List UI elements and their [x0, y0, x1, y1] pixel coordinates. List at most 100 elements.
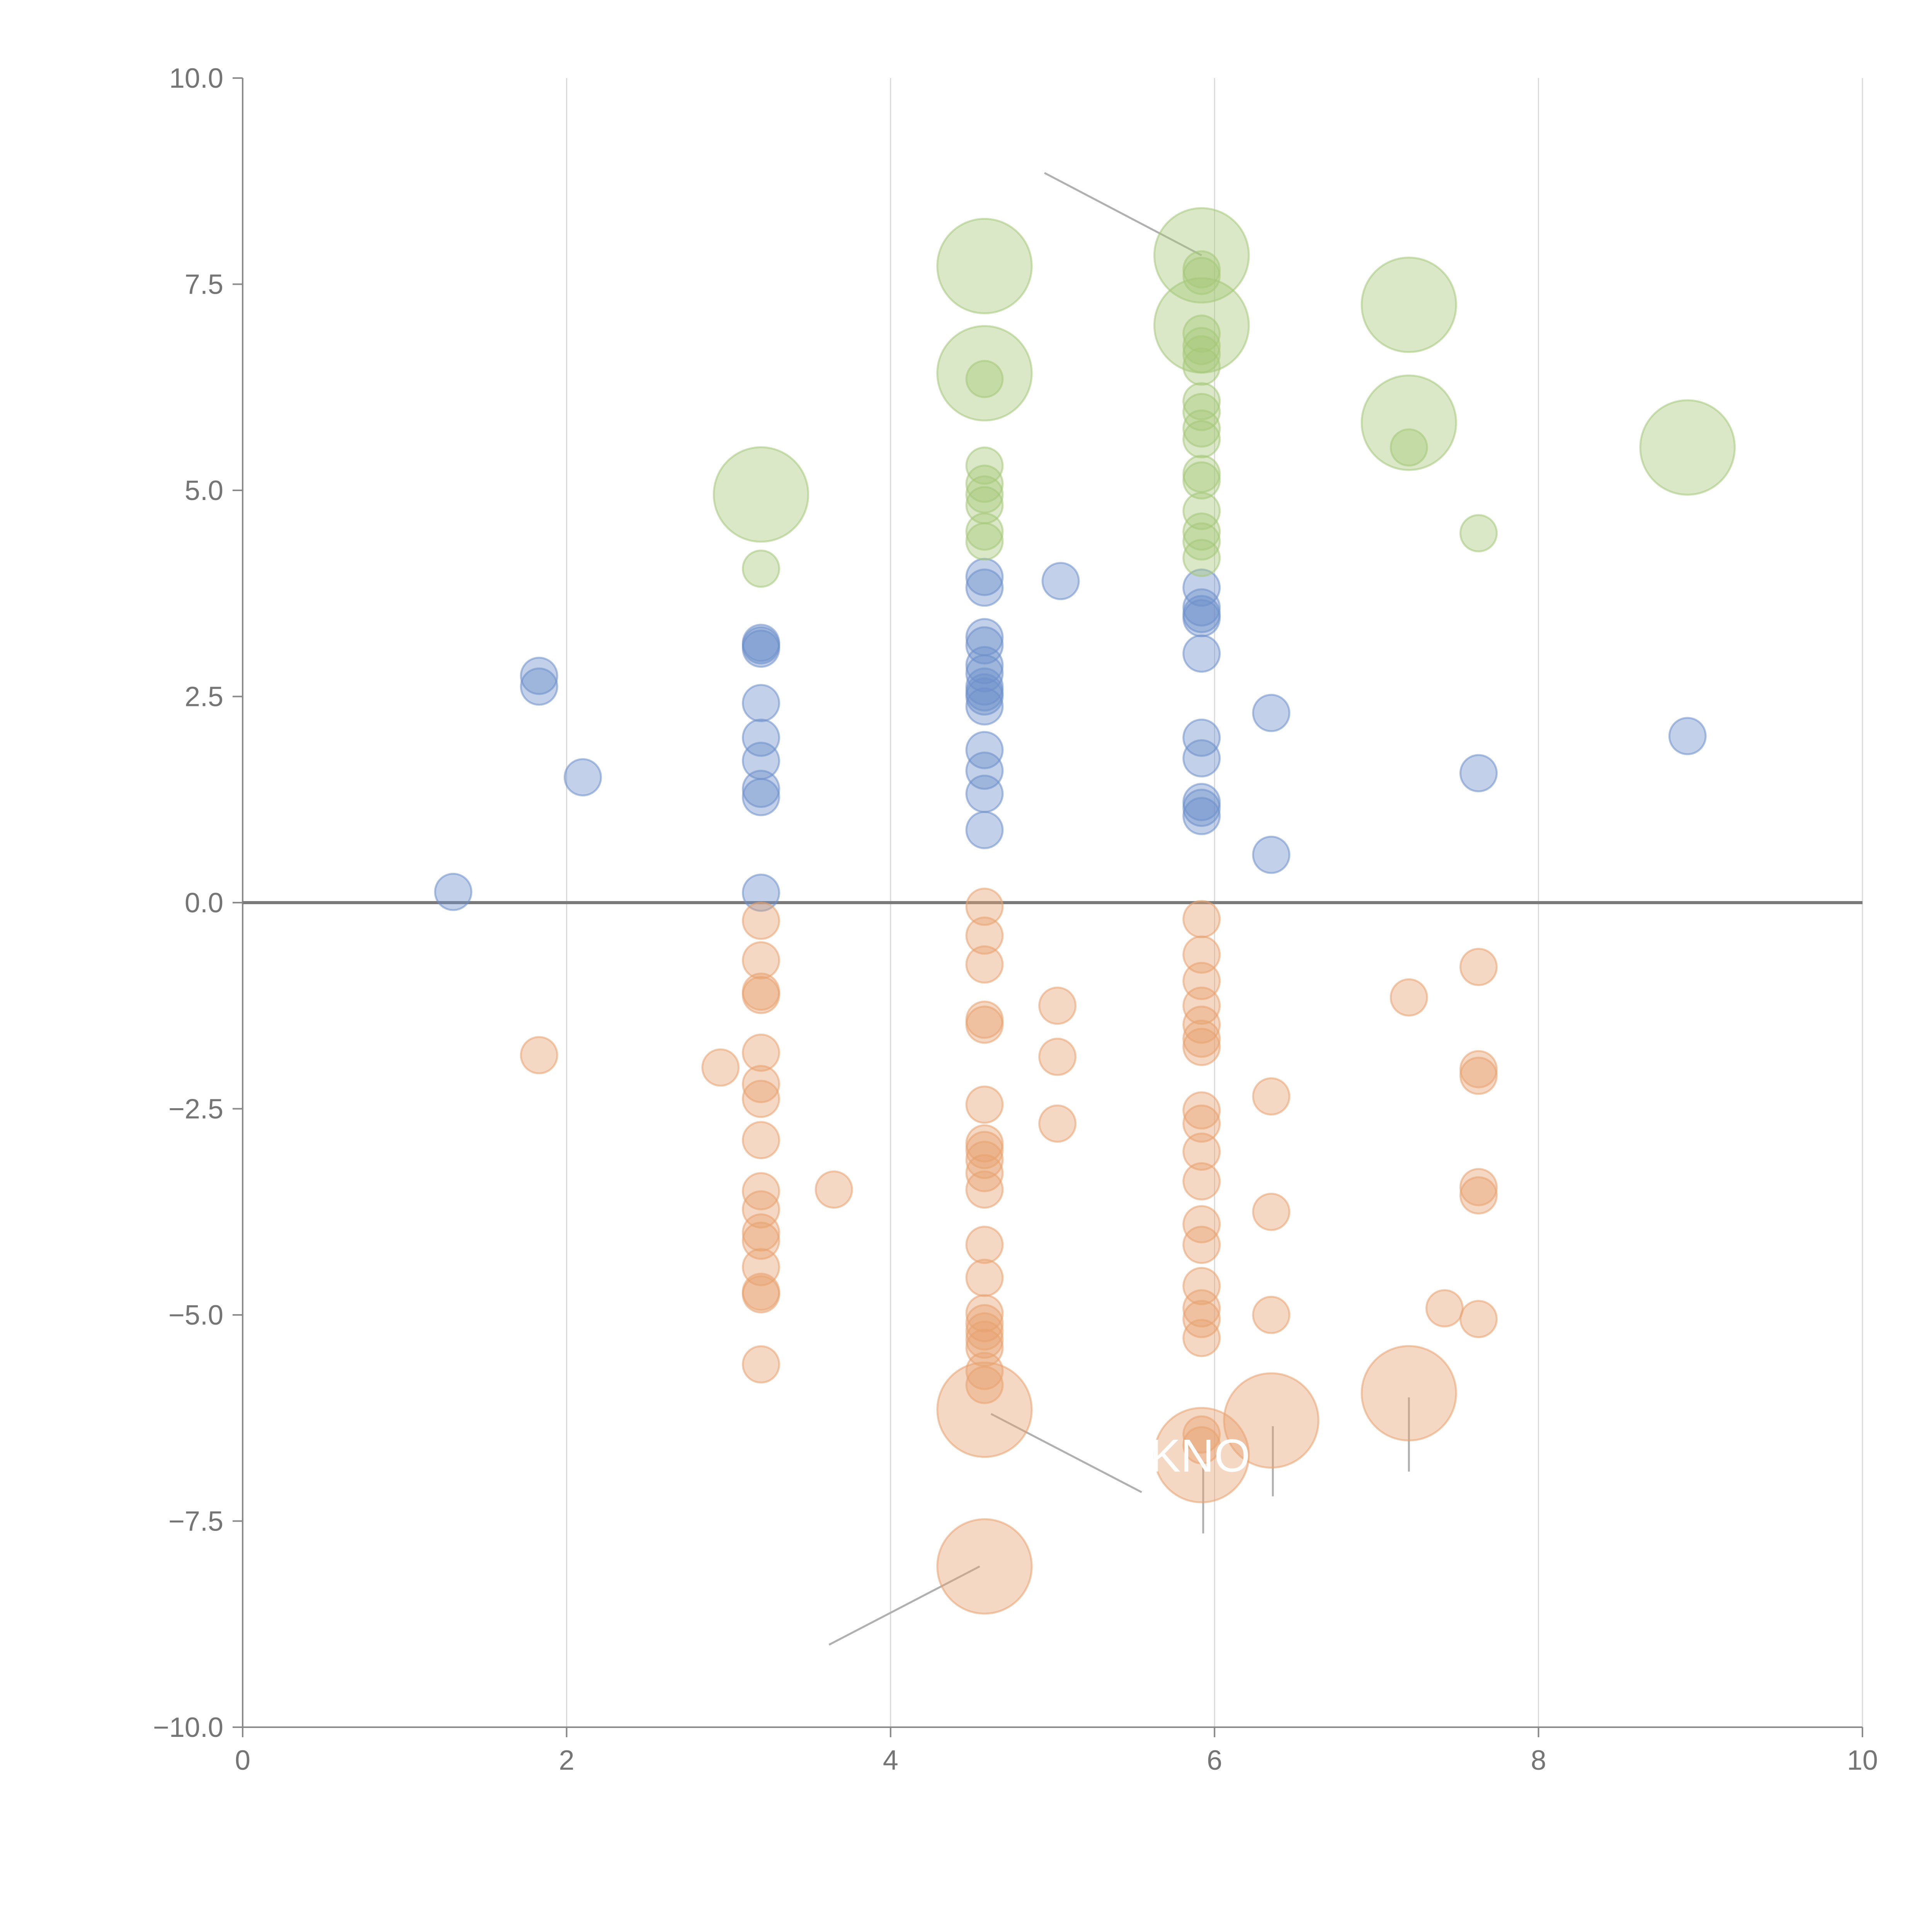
data-point-negative: [1459, 1168, 1498, 1206]
annotation-leader-line: [990, 1413, 1142, 1493]
data-point-negative: [965, 1131, 1004, 1169]
data-point-negative: [520, 1036, 558, 1075]
data-point-positive: [1252, 694, 1291, 732]
data-point-negative: [965, 1312, 1004, 1351]
data-point-highlight: [1361, 374, 1457, 471]
data-point-negative: [965, 1154, 1004, 1192]
data-point-highlight: [713, 446, 810, 543]
data-point-negative: [1182, 1426, 1221, 1464]
data-point-positive: [965, 568, 1004, 607]
data-point-positive: [1182, 634, 1221, 673]
data-point-highlight: [1153, 207, 1250, 304]
x-tick-label: 8: [1531, 1745, 1546, 1776]
data-point-highlight: [1182, 327, 1221, 366]
data-point-negative: [965, 1085, 1004, 1124]
data-point-positive: [1182, 739, 1221, 778]
data-point-positive: [1182, 718, 1221, 757]
x-tick-label: 0: [235, 1745, 250, 1776]
data-point-negative: [1182, 1205, 1221, 1243]
data-point-negative: [742, 1065, 780, 1103]
x-tick-label: 10: [1847, 1745, 1878, 1776]
data-point-positive: [965, 811, 1004, 849]
data-point-negative: [965, 888, 1004, 926]
data-point-negative: [742, 1121, 780, 1160]
y-tick-label: −7.5: [168, 1506, 223, 1537]
data-point-positive: [742, 873, 780, 912]
annotation-leader-line: [1044, 172, 1202, 257]
data-point-negative: [1182, 935, 1221, 974]
data-point-highlight: [742, 549, 780, 588]
data-point-negative: [742, 1033, 780, 1072]
data-point-negative: [701, 1048, 740, 1087]
axis-layer: −10.0 −7.5 −5.0 −2.5 0.0 2.5 5.0 7.5 10.0 0 2 4 6 8 10: [153, 63, 1878, 1776]
data-point-negative: [1182, 1019, 1221, 1058]
data-point-negative: [1389, 978, 1428, 1017]
annotation-leader-line: [828, 1565, 980, 1646]
data-point-negative: [1361, 1345, 1457, 1442]
data-point-negative: [1182, 1267, 1221, 1305]
data-point-negative: [1182, 1005, 1221, 1044]
data-point-negative: [1182, 1319, 1221, 1357]
data-point-positive: [1459, 754, 1498, 793]
data-point-highlight: [1182, 382, 1221, 421]
data-point-negative: [1252, 1296, 1291, 1334]
data-point-highlight: [1639, 399, 1736, 496]
y-tick-label: 2.5: [185, 682, 223, 713]
data-point-negative: [1252, 1077, 1291, 1116]
data-point-positive: [965, 774, 1004, 813]
data-point-negative: [1252, 1192, 1291, 1231]
data-point-positive: [563, 758, 602, 797]
data-point-positive: [1182, 797, 1221, 835]
data-point-negative: [1182, 1289, 1221, 1328]
data-point-negative: [1223, 1372, 1320, 1469]
data-point-positive: [1252, 835, 1291, 874]
data-point-positive: [742, 778, 780, 816]
data-point-positive: [742, 684, 780, 723]
data-point-negative: [1459, 1176, 1498, 1215]
data-point-positive: [520, 656, 558, 695]
data-point-positive: [965, 731, 1004, 769]
data-point-negative: [965, 1320, 1004, 1359]
data-point-negative: [965, 945, 1004, 984]
data-point-positive: [434, 872, 473, 911]
y-tick-label: 7.5: [185, 269, 223, 300]
data-point-positive: [1182, 599, 1221, 638]
data-point-positive: [965, 677, 1004, 716]
data-point-negative: [742, 941, 780, 980]
y-tick-label: 10.0: [169, 63, 223, 94]
x-tick-label: 4: [883, 1745, 898, 1776]
data-point-highlight: [1182, 512, 1221, 551]
data-point-positive: [1182, 568, 1221, 607]
data-point-highlight: [965, 512, 1004, 551]
data-point-negative: [742, 976, 780, 1014]
data-point-negative: [965, 1352, 1004, 1390]
data-point-positive: [965, 646, 1004, 684]
data-point-highlight: [1389, 428, 1428, 467]
data-point-negative: [815, 1170, 853, 1209]
data-point-negative: [1182, 1132, 1221, 1171]
data-point-negative: [965, 1170, 1004, 1209]
data-point-positive: [742, 624, 780, 662]
annotation-layer: KNO: [1150, 1430, 1250, 1481]
data-point-negative: [1182, 1091, 1221, 1130]
y-tick-label: 0.0: [185, 888, 223, 918]
data-point-negative: [1459, 947, 1498, 986]
data-point-highlight: [1361, 257, 1457, 353]
data-point-highlight: [936, 325, 1033, 422]
data-point-positive: [742, 718, 780, 757]
data-point-highlight: [1182, 257, 1221, 295]
data-point-positive: [520, 667, 558, 706]
data-point-positive: [965, 626, 1004, 665]
x-tick-label: 2: [559, 1745, 574, 1776]
y-tick-label: −2.5: [168, 1094, 223, 1125]
y-tick-label: −10.0: [153, 1712, 223, 1743]
data-point-positive: [965, 752, 1004, 790]
data-point-negative: [1425, 1289, 1464, 1328]
data-point-negative: [742, 1080, 780, 1118]
data-point-negative: [742, 901, 780, 940]
data-point-negative: [936, 1361, 1033, 1458]
data-point-positive: [1182, 789, 1221, 827]
data-point-negative: [742, 1190, 780, 1229]
